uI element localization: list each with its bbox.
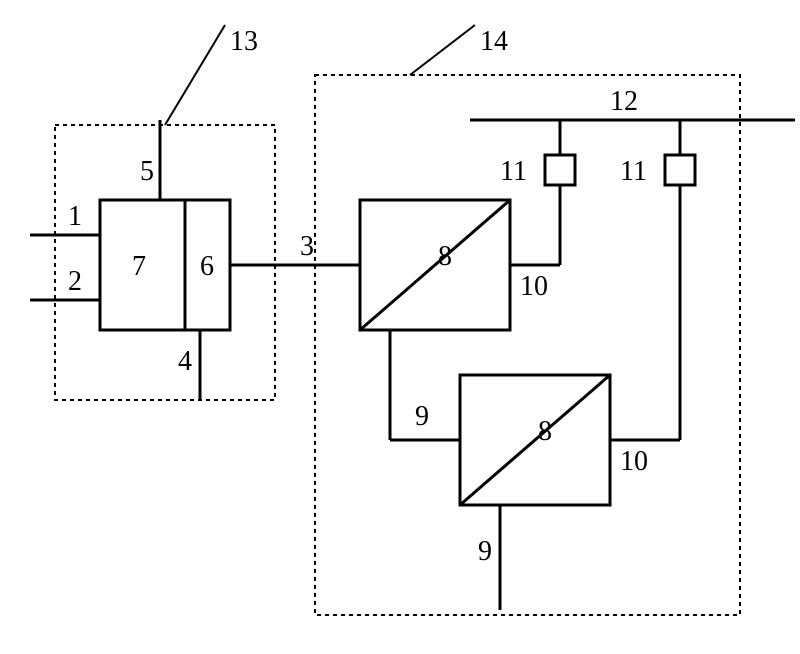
label-n7: 7 — [132, 251, 146, 282]
label-n14: 14 — [480, 26, 508, 57]
label-n11b: 11 — [620, 156, 647, 187]
label-n8a: 8 — [438, 241, 452, 272]
callout-box13 — [165, 25, 225, 125]
label-n9a: 9 — [415, 401, 429, 432]
label-n2: 2 — [68, 266, 82, 297]
label-n10a: 10 — [520, 271, 548, 302]
label-n9b: 9 — [478, 536, 492, 567]
label-n1: 1 — [68, 201, 82, 232]
module-8-a-diagonal — [360, 200, 510, 330]
label-n3: 3 — [300, 231, 314, 262]
label-n11a: 11 — [500, 156, 527, 187]
module-8-b-diagonal — [460, 375, 610, 505]
label-n8b: 8 — [538, 416, 552, 447]
box-11-a — [545, 155, 575, 185]
label-n12: 12 — [610, 86, 638, 117]
label-n10b: 10 — [620, 446, 648, 477]
label-n13: 13 — [230, 26, 258, 57]
label-n6: 6 — [200, 251, 214, 282]
dashed-box-left — [55, 125, 275, 400]
label-n5: 5 — [140, 156, 154, 187]
callout-box14 — [410, 25, 475, 75]
label-n4: 4 — [178, 346, 192, 377]
box-11-b — [665, 155, 695, 185]
